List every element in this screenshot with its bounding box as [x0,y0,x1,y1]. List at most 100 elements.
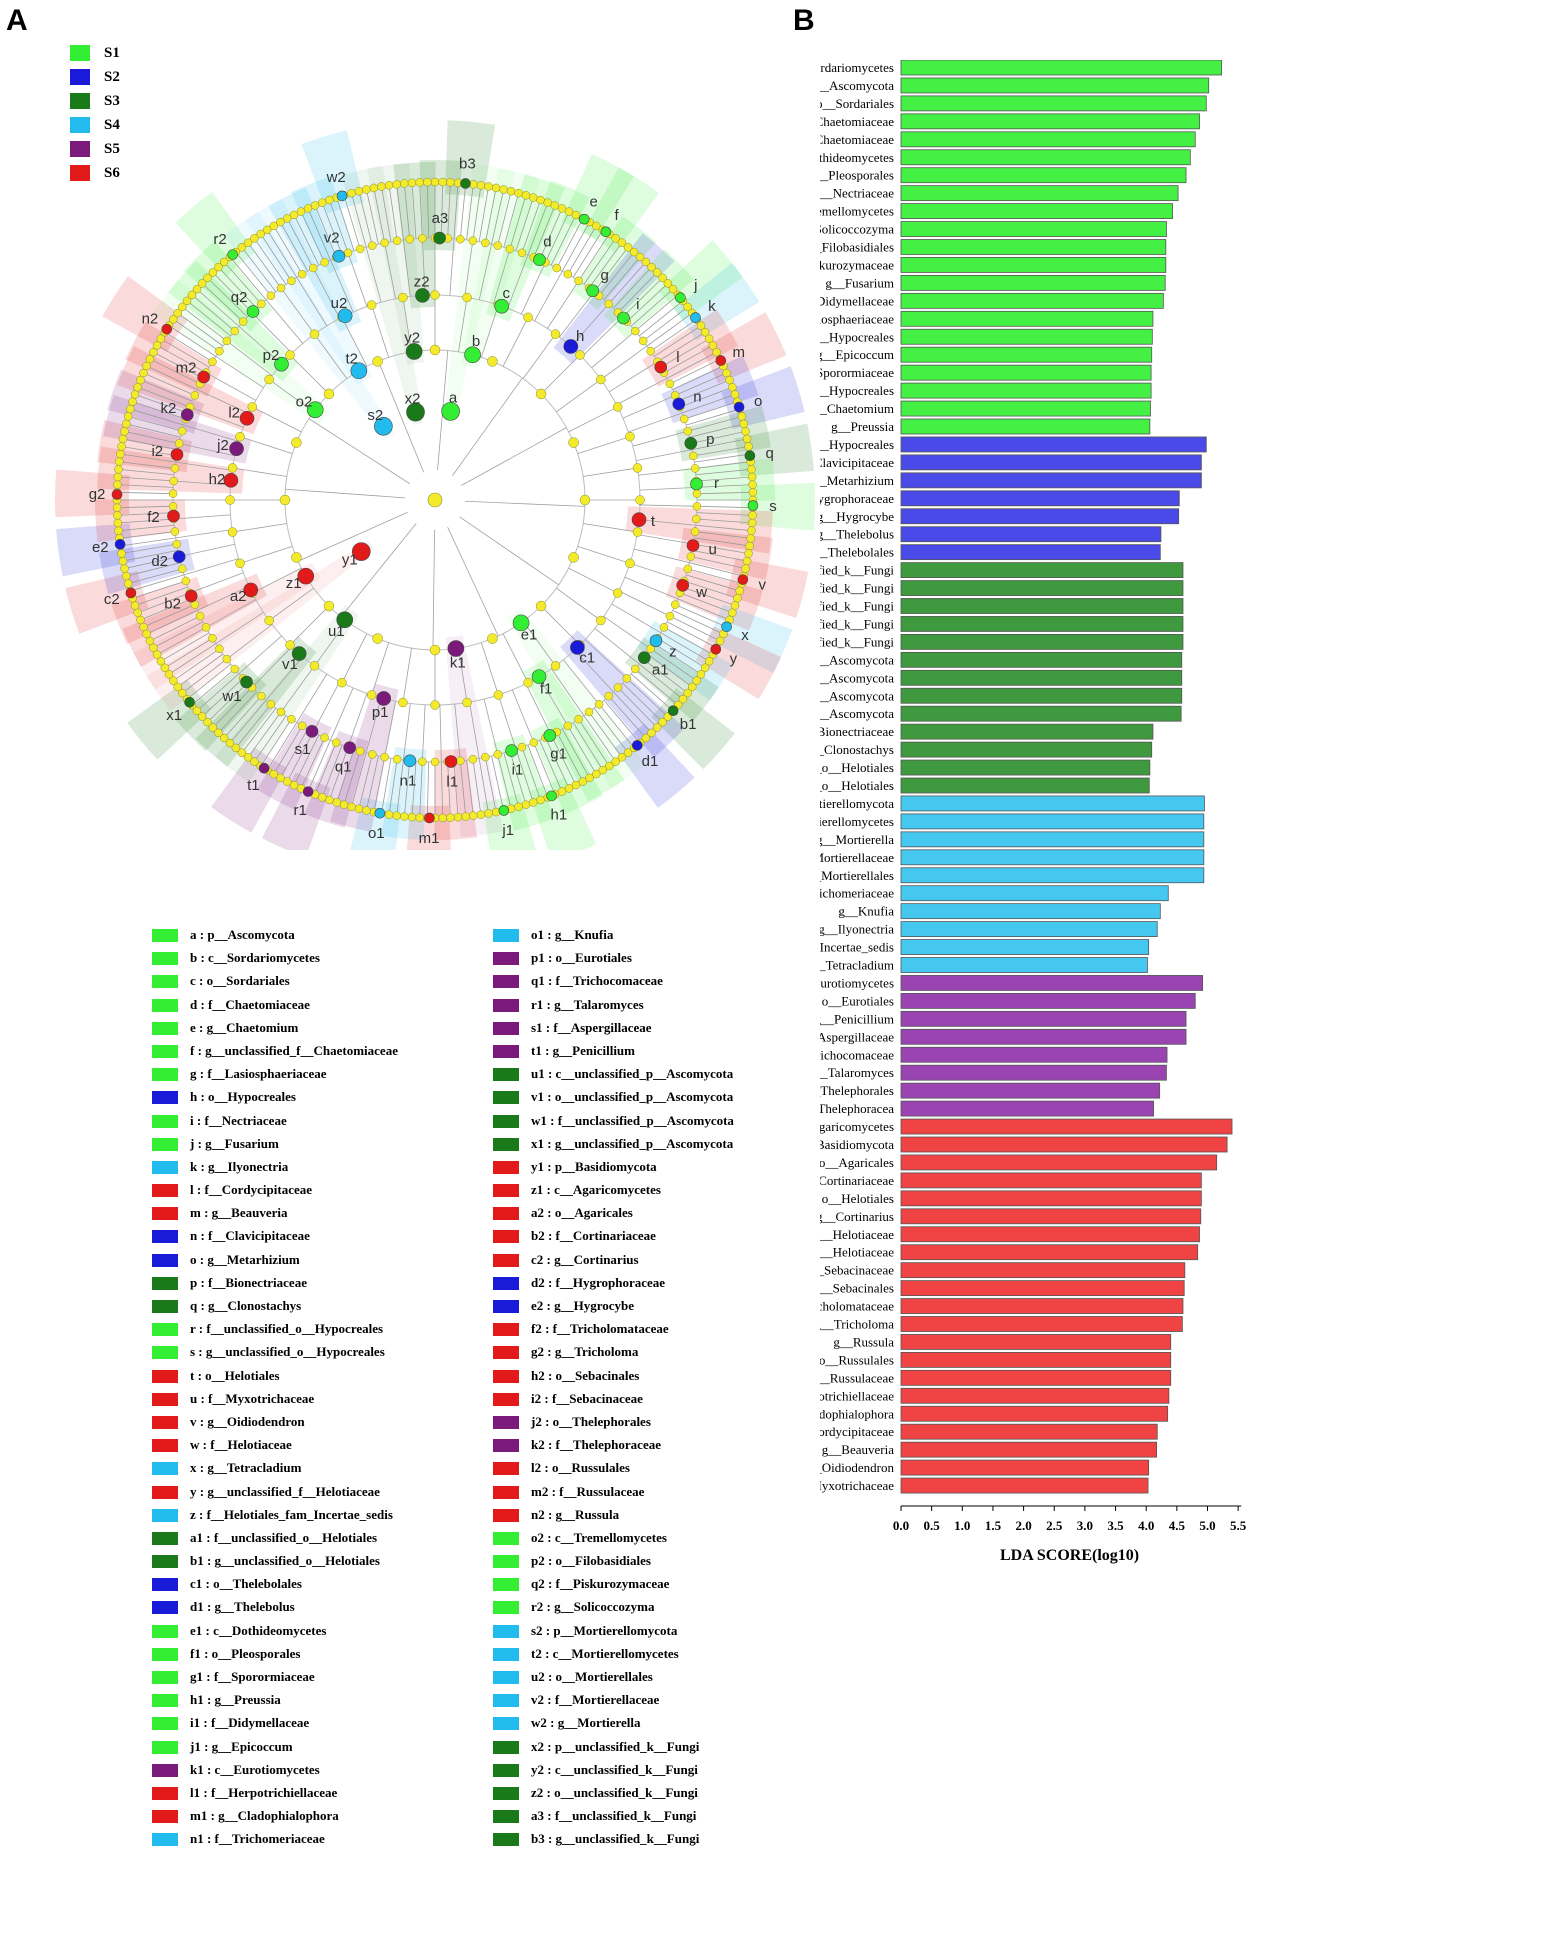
tree-node [596,615,606,626]
biomarker-node [715,355,727,366]
tree-node [575,350,585,360]
lda-bar [900,508,1180,525]
lda-bar-label: g__Thelebolus [820,527,894,542]
tree-branch [639,504,697,507]
node-label: r1 [294,802,307,819]
biomarker-node [243,582,259,598]
biomarker-legend-swatch [493,1044,519,1058]
panel-label-b: B [793,4,815,37]
tree-branch [556,218,584,269]
tree-branch [285,488,346,494]
tree-node [748,488,758,497]
tree-node [686,552,696,561]
node-label: n2 [142,310,159,327]
tree-node [392,236,402,245]
tree-node [438,813,447,823]
biomarker-node [374,416,393,436]
lda-bar-label: c__Eurotiomycetes [820,975,894,990]
biomarker-node [733,401,745,413]
tree-branch [232,523,287,533]
tree-node [121,571,131,581]
node-label: a1 [652,662,669,679]
biomarker-legend-label: g1 : f__Sporormiaceae [190,1669,315,1684]
tree-branch [636,449,693,462]
biomarker-legend-swatch [493,1300,519,1313]
lda-bar-label: g__Tricholoma [820,1317,894,1332]
biomarker-node [111,489,123,500]
biomarker-node [336,190,348,202]
tree-node [128,397,137,406]
biomarker-legend-swatch [152,1694,178,1708]
tree-branch [525,683,552,736]
tree-branch [588,242,623,289]
tree-branch [608,261,647,305]
biomarker-legend-label: z2 : o__unclassified_k__Fungi [531,1784,698,1800]
lda-bar-label: f__unclassified_k__Fungi [820,616,894,631]
tree-node [366,300,377,310]
biomarker-node [676,578,690,592]
tree-branch [241,247,277,293]
tree-branch [140,598,193,621]
tree-branch [696,484,753,488]
tree-node [481,238,490,248]
tree-branch [487,377,523,428]
tree-node [591,221,601,231]
tree-node [563,269,573,279]
node-label: b1 [680,716,697,733]
node-label: y1 [342,552,358,569]
biomarker-legend-swatch [152,1833,178,1847]
tree-branch [358,191,373,246]
tree-node [323,600,335,612]
biomarker-legend-label: o : g__Metarhizium [190,1251,300,1267]
biomarker-legend-swatch [152,1230,178,1244]
biomarker-legend-swatch [493,1415,519,1429]
tree-node [453,812,463,822]
clade-highlight [445,120,496,198]
tree-branch [572,722,604,771]
x-tick-label: 4.5 [1169,1518,1186,1533]
sample-legend-label: S2 [104,69,120,85]
biomarker-legend-swatch [152,1160,178,1174]
tree-node [487,633,498,644]
x-tick-label: 0.5 [924,1518,941,1533]
lda-bar-label: f__Chaetomiaceae [820,114,894,129]
tree-branch [247,242,282,289]
node-label: p [706,431,714,448]
biomarker-node [433,231,446,245]
lda-bar [900,867,1205,884]
tree-node [678,694,688,704]
tree-node [282,214,292,223]
tree-node [152,650,162,659]
tree-branch [503,752,519,807]
tree-node [652,723,662,732]
biomarker-legend-swatch [152,975,178,989]
biomarker-legend-swatch [152,1531,178,1545]
lda-bar-label: g__Russula [833,1334,894,1349]
node-label: i1 [512,762,524,779]
tree-branch [345,493,406,499]
tree-node [169,676,178,685]
tree-branch [695,468,752,476]
biomarker-node [444,755,458,768]
x-axis-title: LDA SCORE(log10) [1000,1547,1139,1564]
biomarker-node [600,226,612,238]
biomarker-legend-label: h2 : o__Sebacinales [531,1367,640,1383]
biomarker-legend-swatch [152,1415,178,1429]
biomarker-legend-label: j2 : o__Thelephorales [531,1413,651,1429]
lda-bar-label: g__Hygrocybe [820,509,894,524]
tree-branch [201,678,244,717]
biomarker-legend-label: n : f__Clavicipitaceae [190,1228,310,1244]
biomarker-legend-label: m : g__Beauveria [190,1205,288,1221]
tree-node [418,757,427,766]
tree-branch [177,653,224,688]
node-label: e1 [521,626,538,643]
biomarker-legend-label: l1 : f__Herpotrichiellaceae [190,1784,338,1800]
tree-branch [556,587,602,621]
biomarker-node [184,589,198,603]
tree-branch [642,306,688,342]
lda-bar [900,310,1154,327]
tree-node [380,238,389,248]
tree-node [170,464,180,473]
tree-branch [265,656,304,701]
tree-node [285,350,295,360]
